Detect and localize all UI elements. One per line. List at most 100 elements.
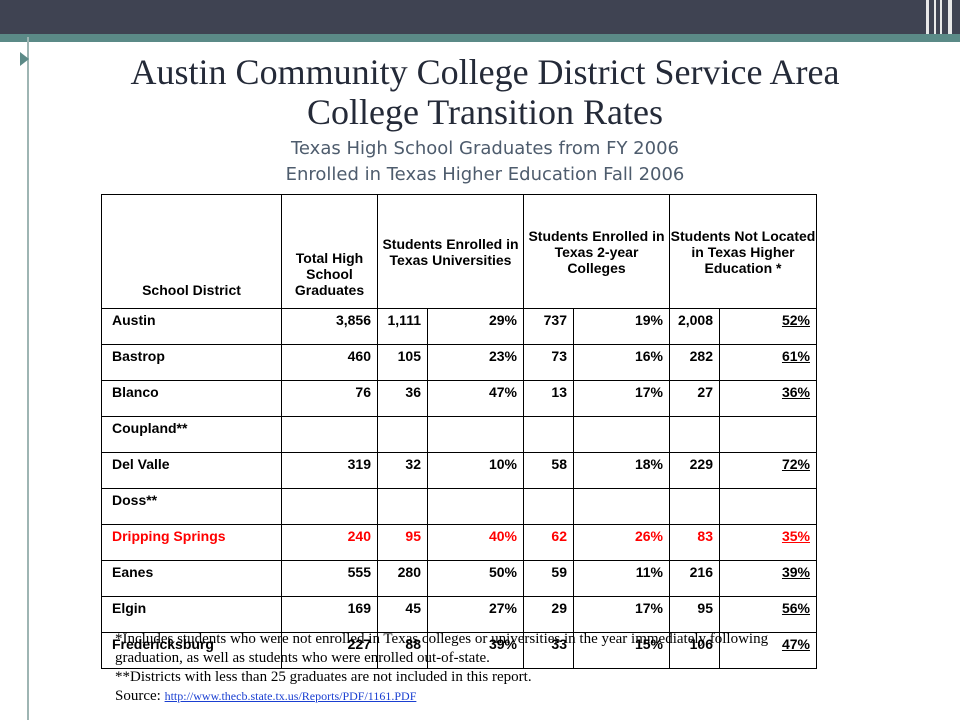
transition-rates-table: School District Total High School Gradua… — [101, 194, 817, 669]
cell-coll-n: 13 — [523, 380, 574, 417]
cell-univ-pct: 10% — [427, 452, 524, 489]
cell-coll-pct: 11% — [573, 560, 670, 597]
cell-nl-n: 106 — [669, 632, 720, 669]
cell-nl-n: 95 — [669, 596, 720, 633]
cell-univ-n: 32 — [377, 452, 428, 489]
table-row: Fredericksburg 227 88 39% 33 15% 106 47% — [101, 632, 817, 669]
source-link[interactable]: http://www.thecb.state.tx.us/Reports/PDF… — [164, 689, 417, 703]
cell-coll-pct — [573, 416, 670, 453]
cell-district: Coupland** — [101, 416, 282, 453]
cell-univ-pct: 29% — [427, 308, 524, 345]
cell-district: Blanco — [101, 380, 282, 417]
table-row: Austin 3,856 1,111 29% 737 19% 2,008 52% — [101, 308, 817, 345]
cell-graduates: 169 — [281, 596, 378, 633]
cell-nl-pct: 35% — [719, 524, 817, 561]
cell-nl-pct — [719, 488, 817, 525]
cell-district: Doss** — [101, 488, 282, 525]
header-total-graduates: Total High School Graduates — [281, 194, 378, 309]
slide-title: Austin Community College District Servic… — [70, 52, 900, 132]
cell-district: Eanes — [101, 560, 282, 597]
cell-univ-n: 1,111 — [377, 308, 428, 345]
cell-graduates: 227 — [281, 632, 378, 669]
cell-nl-pct: 72% — [719, 452, 817, 489]
cell-coll-n — [523, 488, 574, 525]
table-row: Bastrop 460 105 23% 73 16% 282 61% — [101, 344, 817, 381]
cell-univ-pct: 39% — [427, 632, 524, 669]
footnotes: *Includes students who were not enrolled… — [115, 630, 835, 706]
table-row: Dripping Springs 240 95 40% 62 26% 83 35% — [101, 524, 817, 561]
corner-decoration — [920, 0, 960, 34]
title-line-2: College Transition Rates — [306, 92, 663, 132]
subtitle-line-1: Texas High School Graduates from FY 2006 — [290, 138, 679, 159]
cell-district: Bastrop — [101, 344, 282, 381]
cell-nl-n: 282 — [669, 344, 720, 381]
cell-graduates: 3,856 — [281, 308, 378, 345]
cell-nl-pct: 61% — [719, 344, 817, 381]
header-not-located: Students Not Located in Texas Higher Edu… — [669, 194, 817, 309]
cell-nl-pct: 47% — [719, 632, 817, 669]
cell-nl-n: 216 — [669, 560, 720, 597]
cell-coll-pct — [573, 488, 670, 525]
top-decorative-band — [0, 0, 960, 34]
cell-coll-pct: 17% — [573, 380, 670, 417]
cell-univ-pct: 27% — [427, 596, 524, 633]
table-row: Del Valle 319 32 10% 58 18% 229 72% — [101, 452, 817, 489]
cell-graduates: 76 — [281, 380, 378, 417]
cell-graduates: 319 — [281, 452, 378, 489]
header-two-year-colleges: Students Enrolled in Texas 2-year Colleg… — [523, 194, 670, 309]
cell-coll-pct: 16% — [573, 344, 670, 381]
subtitle-line-2: Enrolled in Texas Higher Education Fall … — [285, 164, 685, 185]
cell-district: Del Valle — [101, 452, 282, 489]
cell-coll-n: 29 — [523, 596, 574, 633]
cell-nl-n: 27 — [669, 380, 720, 417]
cell-nl-n: 2,008 — [669, 308, 720, 345]
cell-district: Fredericksburg — [101, 632, 282, 669]
left-accent-bar — [27, 37, 29, 720]
cell-univ-n: 280 — [377, 560, 428, 597]
teal-accent-line — [0, 34, 960, 42]
cell-nl-n: 83 — [669, 524, 720, 561]
cell-district: Austin — [101, 308, 282, 345]
cell-coll-pct: 18% — [573, 452, 670, 489]
header-school-district: School District — [101, 194, 282, 309]
cell-nl-pct: 52% — [719, 308, 817, 345]
cell-univ-n — [377, 488, 428, 525]
table-row: Eanes 555 280 50% 59 11% 216 39% — [101, 560, 817, 597]
cell-univ-pct — [427, 416, 524, 453]
cell-univ-n: 105 — [377, 344, 428, 381]
cell-nl-pct — [719, 416, 817, 453]
cell-univ-n: 95 — [377, 524, 428, 561]
cell-univ-pct — [427, 488, 524, 525]
cell-coll-n: 59 — [523, 560, 574, 597]
cell-nl-pct: 36% — [719, 380, 817, 417]
cell-nl-pct: 39% — [719, 560, 817, 597]
table-row: Coupland** — [101, 416, 817, 453]
cell-coll-n — [523, 416, 574, 453]
cell-univ-n: 36 — [377, 380, 428, 417]
cell-coll-n: 73 — [523, 344, 574, 381]
cell-coll-pct: 17% — [573, 596, 670, 633]
source-line: Source: http://www.thecb.state.tx.us/Rep… — [115, 687, 835, 706]
source-label: Source: — [115, 688, 165, 704]
table-row: Blanco 76 36 47% 13 17% 27 36% — [101, 380, 817, 417]
cell-graduates — [281, 488, 378, 525]
cell-univ-n: 45 — [377, 596, 428, 633]
cell-univ-pct: 50% — [427, 560, 524, 597]
title-line-1: Austin Community College District Servic… — [130, 52, 840, 92]
cell-univ-pct: 40% — [427, 524, 524, 561]
cell-district: Elgin — [101, 596, 282, 633]
header-universities: Students Enrolled in Texas Universities — [377, 194, 524, 309]
cell-district: Dripping Springs — [101, 524, 282, 561]
cell-univ-pct: 23% — [427, 344, 524, 381]
cell-graduates: 460 — [281, 344, 378, 381]
cell-univ-n — [377, 416, 428, 453]
cell-graduates: 240 — [281, 524, 378, 561]
cell-graduates — [281, 416, 378, 453]
cell-coll-pct: 19% — [573, 308, 670, 345]
table-row: Elgin 169 45 27% 29 17% 95 56% — [101, 596, 817, 633]
bullet-triangle-icon — [20, 52, 29, 66]
cell-nl-n: 229 — [669, 452, 720, 489]
cell-coll-n: 62 — [523, 524, 574, 561]
table-row: Doss** — [101, 488, 817, 525]
cell-coll-pct: 26% — [573, 524, 670, 561]
